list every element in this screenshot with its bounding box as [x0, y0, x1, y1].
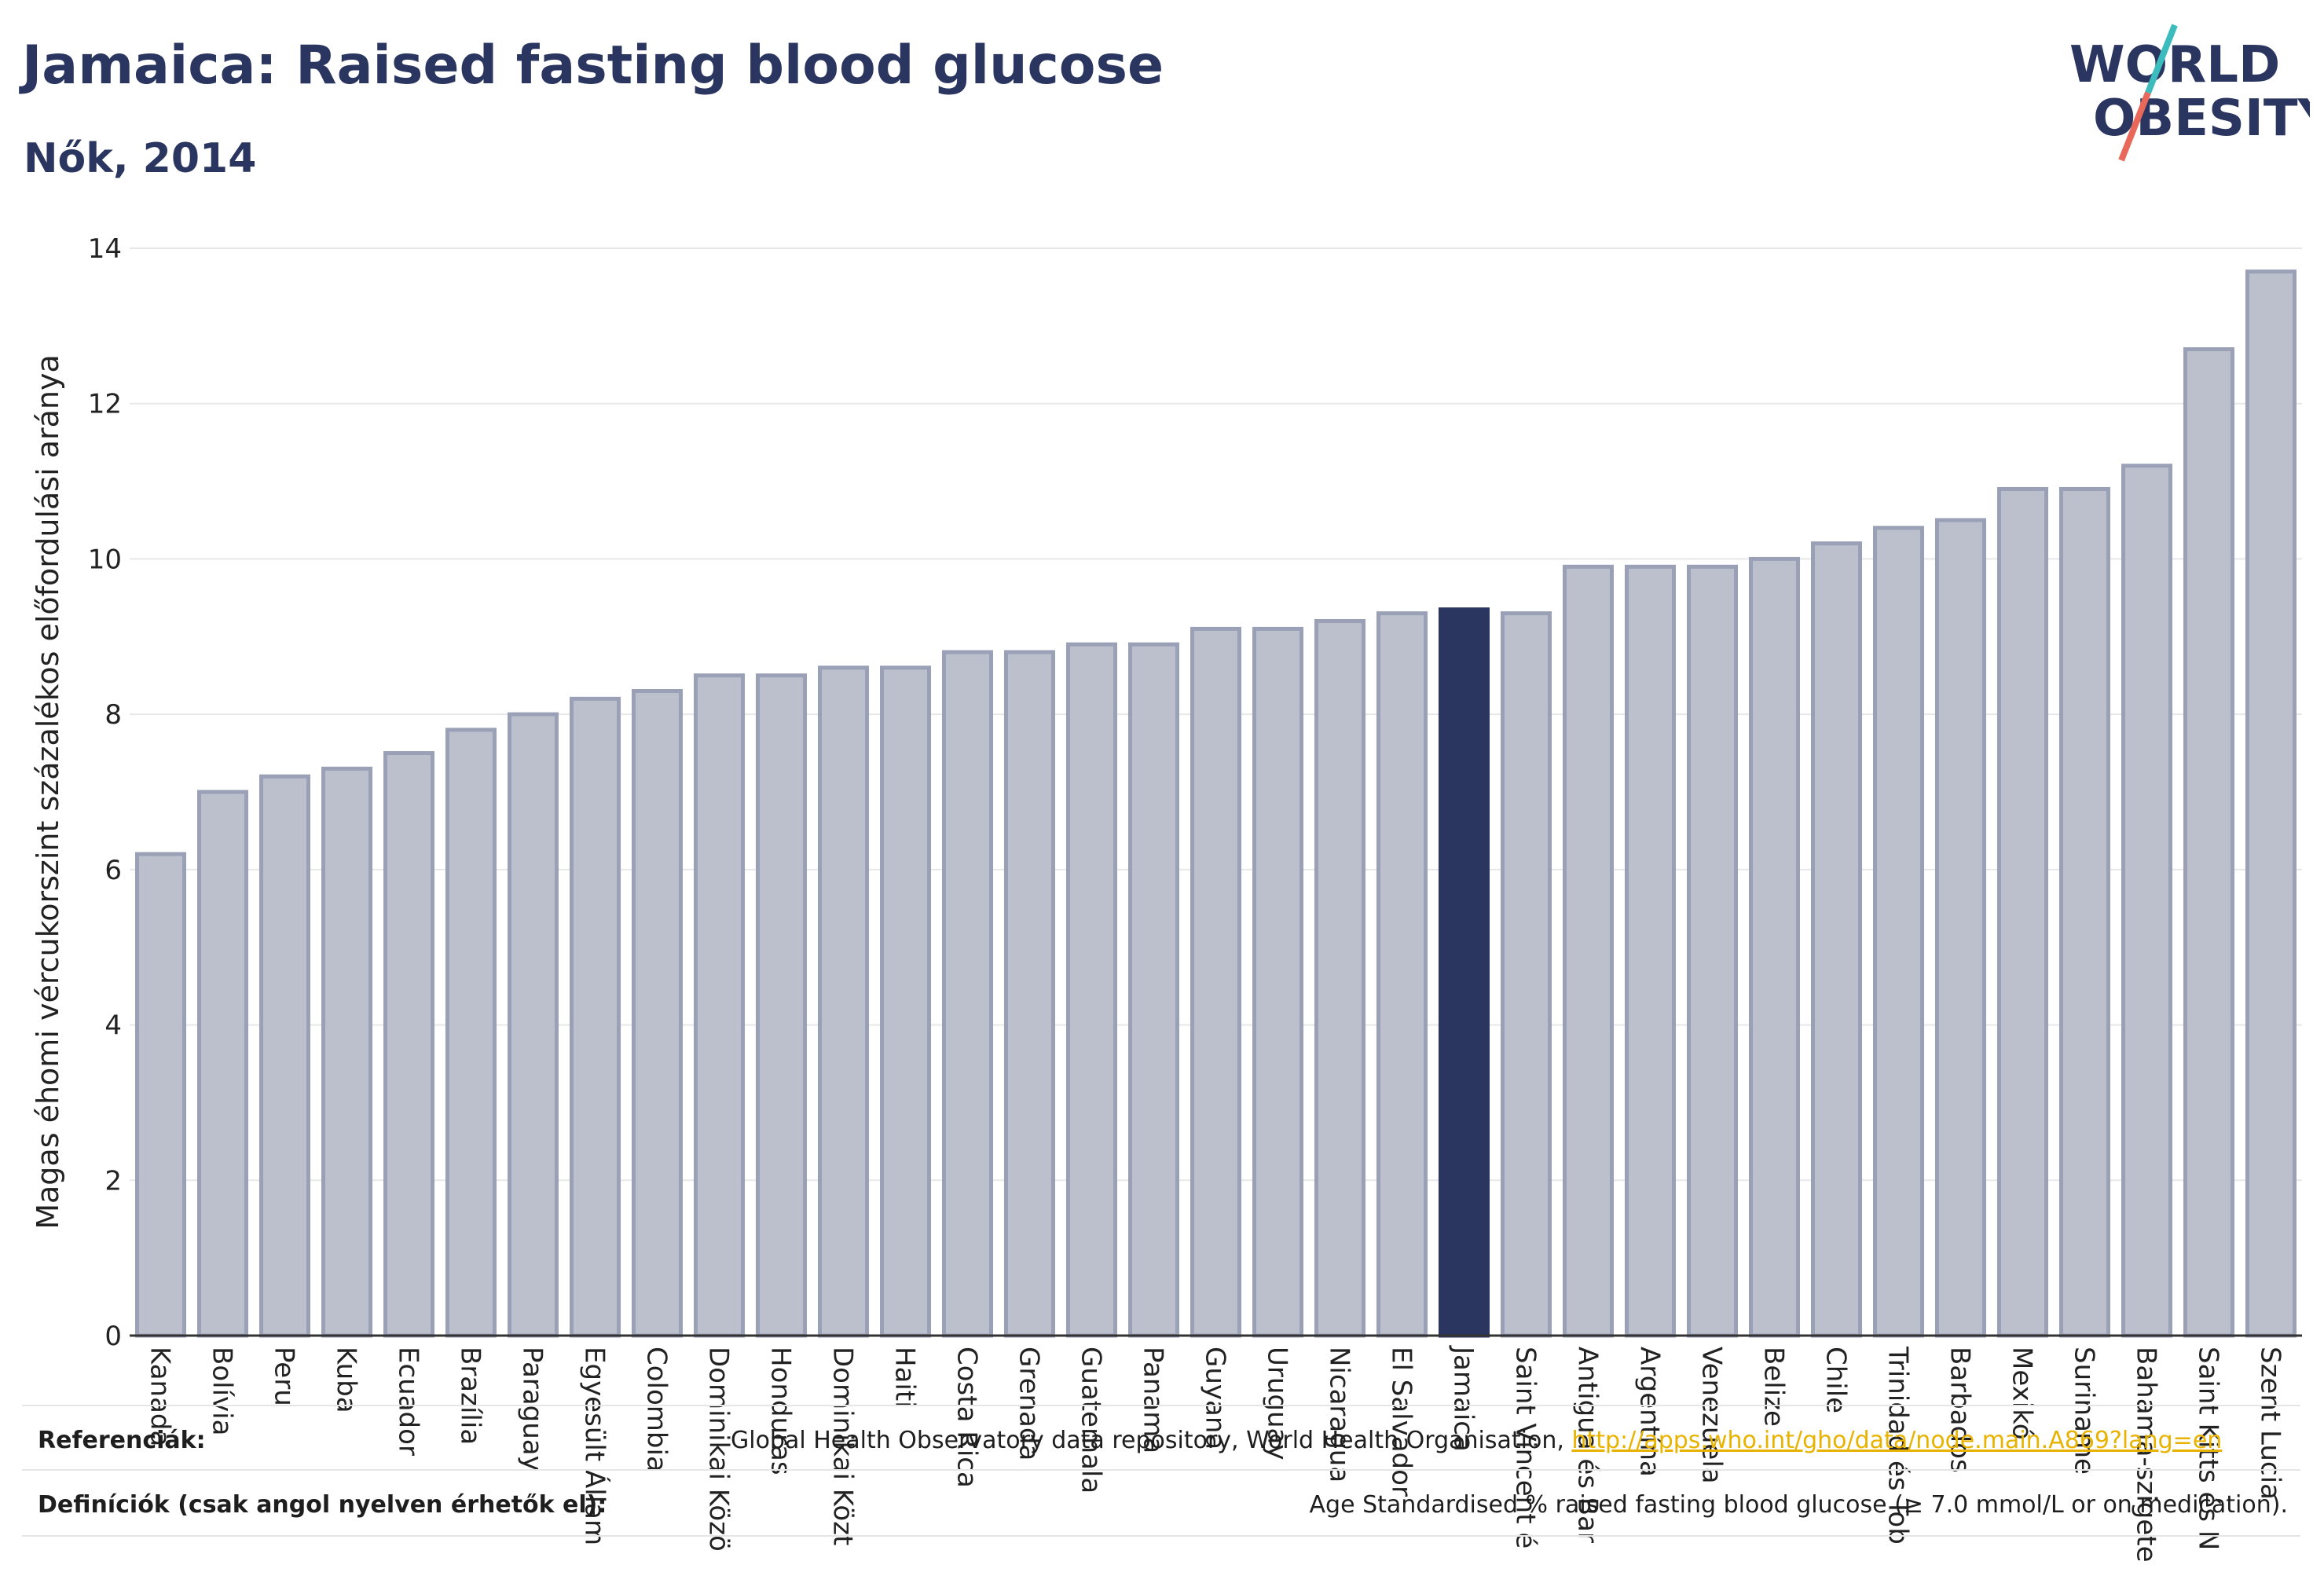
references-text: Global Health Observatory data repositor… — [731, 1427, 2222, 1454]
x-tick-label: Brazília — [455, 1347, 486, 1445]
x-tick-label: Grenada — [1014, 1347, 1045, 1461]
chart-title: Jamaica: Raised fasting blood glucose — [22, 35, 1164, 97]
x-tick-label: Belize — [1758, 1347, 1790, 1427]
x-tick-label: Venezuela — [1696, 1347, 1728, 1484]
bar — [2121, 464, 2173, 1338]
x-tick-label: Kanada — [145, 1347, 176, 1446]
bar — [321, 766, 373, 1338]
x-tick-label: Saint Vincent é — [1510, 1347, 1541, 1549]
bar-highlight — [1438, 607, 1490, 1338]
bar — [258, 774, 311, 1338]
x-tick-label: Saint Kitts és N — [2193, 1347, 2224, 1550]
world-obesity-logo: WORLD OBESITY — [2069, 24, 2310, 162]
x-tick-label: Ecuador — [393, 1347, 424, 1456]
x-tick-label: Costa Rica — [951, 1347, 983, 1488]
x-tick-label: Argentína — [1634, 1347, 1666, 1477]
y-tick-label: 6 — [104, 855, 122, 886]
x-tick-label: Dominikai Közö — [703, 1347, 735, 1552]
x-tick-label: Dominikai Közt — [827, 1347, 859, 1545]
bar — [1189, 626, 1242, 1338]
bar — [1376, 611, 1428, 1338]
bar — [631, 688, 684, 1338]
x-tick-label: Guatemala — [1076, 1347, 1107, 1494]
bar — [879, 665, 932, 1338]
bar — [941, 650, 994, 1338]
bar — [1624, 564, 1677, 1338]
logo-slash-top — [2145, 24, 2178, 94]
bar — [507, 712, 559, 1338]
bar — [2245, 269, 2297, 1338]
bar — [693, 673, 746, 1338]
y-tick-label: 4 — [104, 1010, 122, 1042]
bar — [1065, 642, 1118, 1338]
references-source: Global Health Observatory data repositor… — [731, 1427, 1564, 1454]
x-tick-label: Egyesült Állam — [579, 1347, 611, 1545]
bar — [755, 673, 808, 1338]
x-tick-label: Suriname — [2069, 1347, 2100, 1475]
x-tick-label: Bolívia — [207, 1347, 238, 1435]
x-tick-label: Nicaragua — [1324, 1347, 1355, 1483]
x-tick-label: Mexikó — [2007, 1347, 2038, 1440]
x-tick-label: Haiti — [889, 1347, 921, 1409]
x-tick-label: Szent Lucia — [2255, 1347, 2286, 1500]
x-tick-label: Chile — [1820, 1347, 1852, 1413]
x-tick-label: Uruguay — [1262, 1347, 1293, 1461]
x-tick-label: Guyana — [1200, 1347, 1231, 1450]
bar — [134, 852, 187, 1338]
bar — [1810, 541, 1863, 1338]
y-axis-label: Magas éhomi vércukorszint százalékos elő… — [31, 354, 65, 1230]
bar — [1003, 650, 1056, 1338]
y-tick-label: 14 — [88, 233, 122, 265]
bar — [445, 728, 497, 1338]
x-tick-label: Trinidad és Tob — [1882, 1346, 1914, 1545]
definitions-text: Age Standardised % raised fasting blood … — [1309, 1491, 2288, 1519]
y-tick-labels: 0 2 4 6 8 10 12 14 — [88, 233, 122, 1352]
x-tick-label: Panama — [1138, 1347, 1169, 1453]
y-tick-label: 0 — [104, 1321, 122, 1352]
x-tick-label: Bahama-szigete — [2131, 1347, 2162, 1563]
bar — [1996, 486, 2049, 1338]
bar — [1686, 564, 1739, 1338]
logo-line1: WORLD — [2069, 36, 2280, 94]
x-tick-label: Barbados — [1945, 1347, 1976, 1473]
x-tick-label: Honduras — [765, 1347, 797, 1475]
bars — [134, 269, 2297, 1338]
references-label: Referenciák: — [38, 1427, 206, 1454]
bar — [1127, 642, 1180, 1338]
bar — [817, 665, 870, 1338]
bar — [383, 751, 435, 1338]
y-tick-label: 12 — [88, 389, 122, 420]
bar — [2058, 486, 2111, 1338]
bar — [1562, 564, 1615, 1338]
bar — [196, 790, 249, 1338]
footer-divider-middle — [22, 1469, 2300, 1471]
bar — [2183, 347, 2235, 1338]
bar — [569, 696, 621, 1338]
y-tick-label: 2 — [104, 1165, 122, 1197]
x-tick-labels: Kanada Bolívia Peru Kuba Ecuador Brazília Para… — [145, 1345, 2286, 1563]
bar — [1934, 518, 1987, 1338]
bar — [1252, 626, 1304, 1338]
footer-divider-bottom — [22, 1535, 2300, 1537]
bar — [1872, 526, 1925, 1338]
definitions-label: Definíciók (csak angol nyelven érhetők e… — [38, 1491, 607, 1519]
x-tick-label: Paraguay — [517, 1347, 548, 1472]
y-tick-label: 10 — [88, 544, 122, 575]
x-tick-label: Peru — [269, 1347, 300, 1406]
x-tick-label: Colombia — [641, 1347, 673, 1472]
logo-slash-bottom — [2118, 91, 2151, 162]
bar — [1748, 556, 1801, 1338]
footer-divider-top — [22, 1405, 2300, 1406]
chart-subtitle: Nők, 2014 — [24, 135, 257, 182]
bar — [1500, 611, 1552, 1338]
x-tick-label: Jamaica — [1448, 1345, 1479, 1452]
bar — [1314, 619, 1366, 1338]
x-tick-label: Antigua és Bar — [1572, 1347, 1604, 1543]
x-tick-label: El Salvador — [1386, 1347, 1417, 1497]
references-link[interactable]: http://apps.who.int/gho/data/node.main.A… — [1571, 1427, 2223, 1454]
y-tick-label: 8 — [104, 699, 122, 731]
x-tick-label: Kuba — [331, 1347, 362, 1413]
